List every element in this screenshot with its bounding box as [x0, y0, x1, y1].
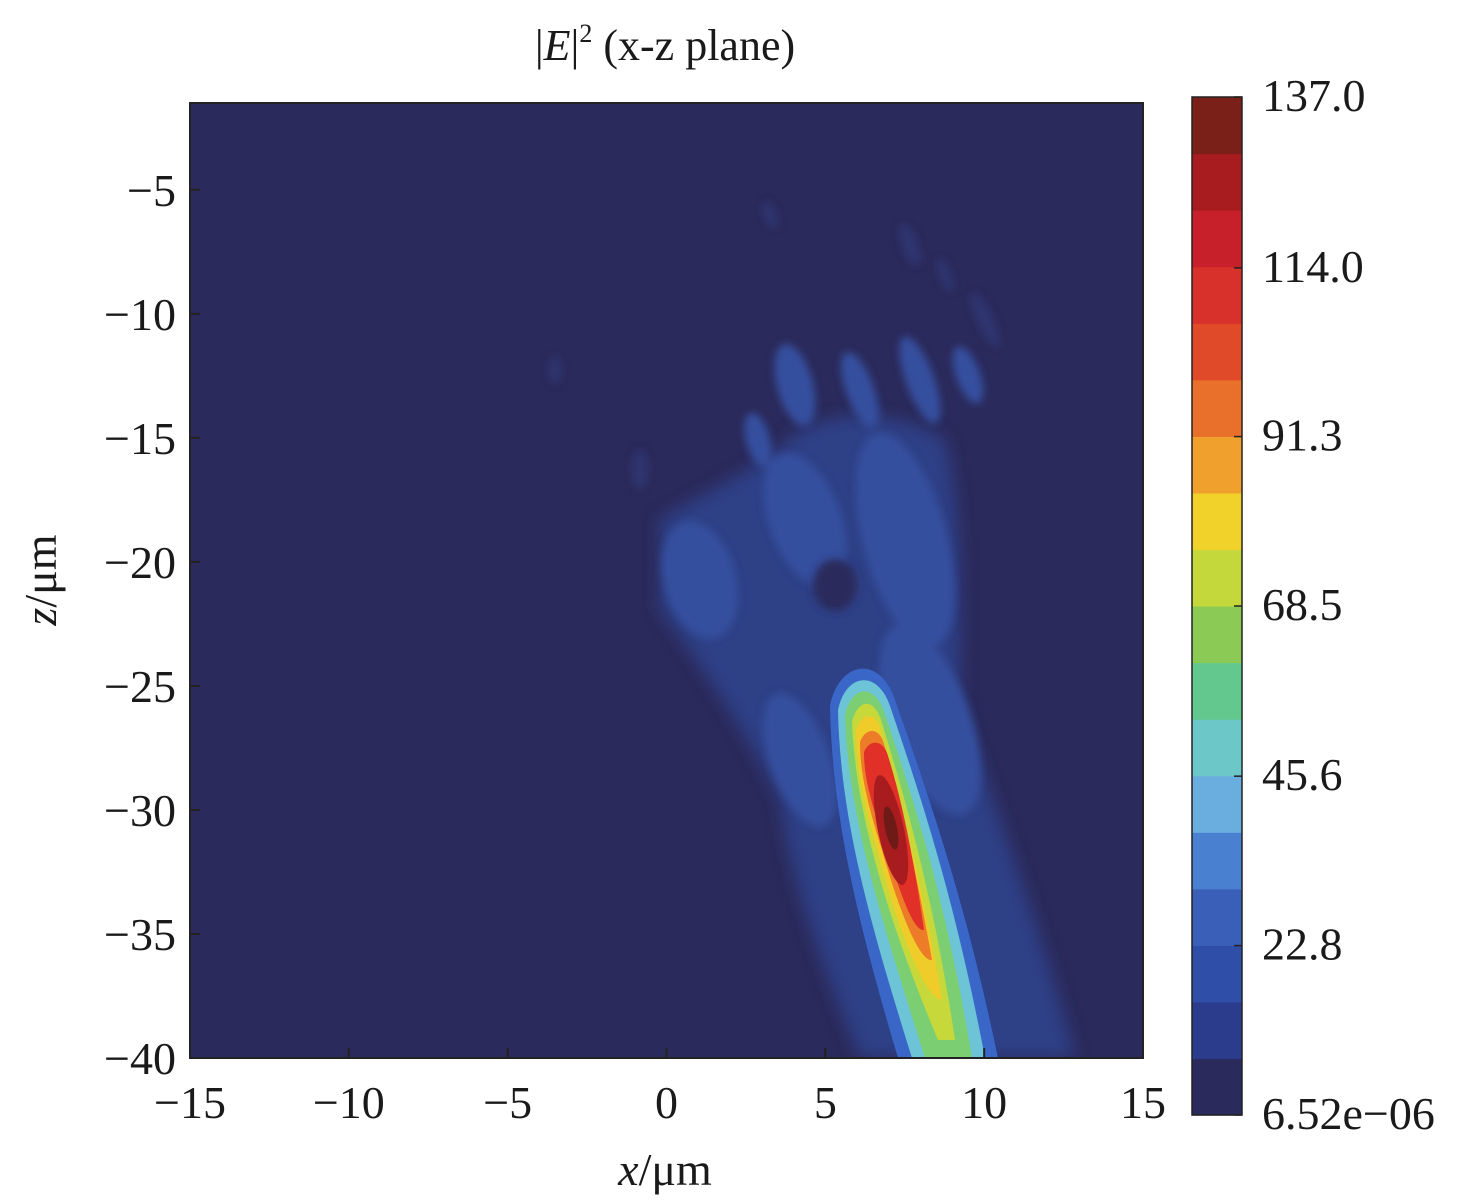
colorbar: 6.52e−06 22.8 45.6 68.5 91.3 114.0 137.0: [1191, 70, 1435, 1139]
y-tick-label: −20: [104, 537, 176, 588]
beam-lobes: [661, 336, 984, 827]
x-tick-label: 15: [1120, 1077, 1166, 1128]
faint-fringes: [549, 201, 1000, 490]
y-axis-label-unit: /μm: [15, 534, 66, 607]
focus-peak-core: [883, 806, 899, 850]
fringe-lobe: [632, 450, 648, 490]
x-axis-label-var: x: [617, 1144, 639, 1195]
x-tick-label: −10: [313, 1077, 385, 1128]
y-axis: −5 −10 −15 −20 −25 −30 −35 −40: [104, 165, 200, 1084]
colorbar-band: [1192, 888, 1242, 946]
lobe: [774, 344, 816, 426]
y-tick-label: −25: [104, 661, 176, 712]
x-tick-label: 10: [961, 1077, 1007, 1128]
lobe: [879, 625, 981, 815]
lobe: [841, 352, 879, 428]
y-tick-label: −30: [104, 785, 176, 836]
colorbar-band: [1192, 549, 1242, 607]
lobe: [952, 346, 984, 404]
fringe-lobe: [549, 356, 561, 384]
colorbar-band: [1192, 210, 1242, 268]
field-intensity-layer: [549, 201, 1075, 1058]
focal-spot: [830, 668, 998, 1058]
x-axis: −15 −10 −5 0 5 10 15: [154, 1048, 1166, 1128]
colorbar-band: [1192, 775, 1242, 833]
colorbar-ticks: 6.52e−06 22.8 45.6 68.5 91.3 114.0 137.0: [1234, 70, 1435, 1139]
chart-title: |E|2 (x-z plane): [535, 19, 795, 70]
colorbar-band: [1192, 606, 1242, 664]
colorbar-band: [1192, 832, 1242, 890]
colorbar-band: [1192, 945, 1242, 1003]
colorbar-band: [1192, 662, 1242, 720]
y-tick-label: −35: [104, 909, 176, 960]
colorbar-band: [1192, 436, 1242, 494]
colorbar-tick-label: 45.6: [1262, 749, 1343, 800]
colorbar-tick-label: 68.5: [1262, 579, 1343, 630]
colorbar-band: [1192, 1001, 1242, 1060]
field-null: [813, 559, 857, 611]
x-tick-label: 0: [655, 1077, 678, 1128]
y-tick-label: −10: [104, 289, 176, 340]
lobe: [661, 521, 739, 639]
lobe: [763, 453, 847, 587]
fringe-lobe: [936, 257, 954, 293]
title-exponent: 2: [579, 19, 592, 48]
fringe-lobe: [899, 224, 921, 266]
lobe: [855, 433, 955, 647]
colorbar-tick-label: 114.0: [1262, 241, 1364, 292]
y-axis-label: z/μm: [15, 534, 66, 626]
lobe: [763, 693, 837, 827]
y-axis-label-var: z: [15, 608, 66, 627]
colorbar-band: [1192, 379, 1242, 437]
y-tick-label: −15: [104, 413, 176, 464]
x-tick-label: −15: [154, 1077, 226, 1128]
colorbar-band: [1192, 97, 1242, 155]
y-tick-label: −40: [104, 1033, 176, 1084]
plot-area: [189, 102, 1144, 1059]
title-bar-left: |: [535, 21, 544, 70]
x-axis-label: x/μm: [617, 1144, 712, 1195]
colorbar-band: [1192, 492, 1242, 551]
title-quantity: E: [543, 21, 571, 70]
colorbar-tick-label: 137.0: [1262, 70, 1366, 121]
colorbar-band: [1192, 1058, 1242, 1116]
title-rest: (x-z plane): [592, 21, 795, 70]
x-tick-label: 5: [814, 1077, 837, 1128]
fringe-lobe: [970, 292, 1000, 348]
colorbar-band: [1192, 153, 1242, 211]
x-axis-label-unit: /μm: [639, 1144, 712, 1195]
colorbar-tick-label: 6.52e−06: [1262, 1088, 1435, 1139]
lobe: [899, 336, 941, 424]
colorbar-bands: [1192, 97, 1242, 1116]
colorbar-band: [1192, 719, 1242, 777]
lobe: [744, 412, 772, 468]
colorbar-band: [1192, 266, 1242, 324]
y-tick-label: −5: [127, 165, 176, 216]
colorbar-tick-label: 91.3: [1262, 410, 1343, 461]
colorbar-band: [1192, 323, 1242, 381]
x-tick-label: −5: [483, 1077, 532, 1128]
colorbar-tick-label: 22.8: [1262, 919, 1343, 970]
title-bar-right: |: [571, 21, 580, 70]
fringe-lobe: [762, 201, 778, 229]
